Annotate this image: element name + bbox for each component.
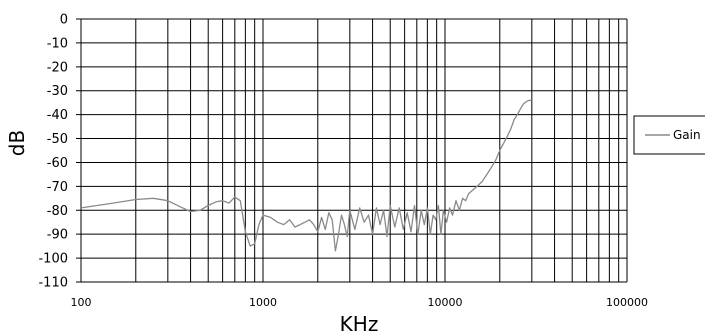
x-tick-label: 100 <box>71 296 92 309</box>
y-tick-label: -20 <box>47 60 68 75</box>
y-tick-labels: 0 -10 -20 -30 -40 -50 -60 -70 -80 -90 -100 -110 <box>38 13 68 291</box>
y-tick-label: -60 <box>47 156 68 171</box>
x-tick-labels: 100 1000 10000 100000 <box>71 296 649 309</box>
x-tick-label: 1000 <box>249 296 277 309</box>
y-tick-label: -80 <box>47 204 68 219</box>
x-axis-label: KHz <box>340 312 379 333</box>
y-tick-label: -90 <box>47 228 68 243</box>
chart-legend: Gain <box>633 115 705 155</box>
y-axis-label: dB <box>5 130 29 156</box>
y-tick-label: -100 <box>38 252 68 267</box>
series-line-gain <box>80 99 532 252</box>
y-tick-label: -70 <box>47 180 68 195</box>
y-tick-label: -10 <box>47 36 68 51</box>
chart-series <box>80 99 532 252</box>
x-tick-label: 100000 <box>606 296 648 309</box>
y-tick-label: -40 <box>47 108 68 123</box>
y-tick-label: 0 <box>60 13 68 28</box>
y-tick-label: -30 <box>47 84 68 99</box>
legend-label-gain: Gain <box>673 128 701 142</box>
x-tick-label: 10000 <box>428 296 463 309</box>
y-tick-label: -50 <box>47 132 68 147</box>
chart-grid <box>76 18 628 283</box>
y-tick-label: -110 <box>38 276 68 291</box>
